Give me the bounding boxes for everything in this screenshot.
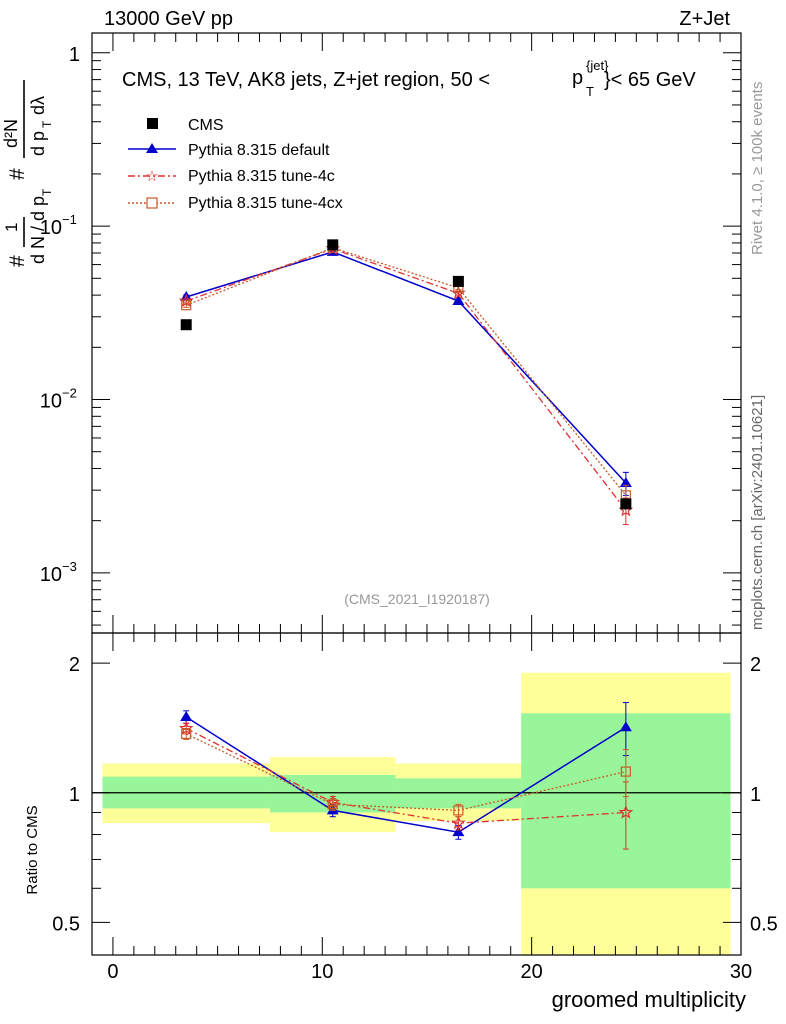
chart-title-sub: T (586, 84, 594, 99)
ratio-point-tune4cx (453, 805, 464, 816)
analysis-tag: (CMS_2021_I1920187) (344, 591, 490, 607)
upper-point-cms (452, 275, 464, 287)
upper-line-tune4c (185, 248, 627, 511)
chart-title-main: CMS, 13 TeV, AK8 jets, Z+jet region, 50 … (122, 69, 490, 91)
header-right: Z+Jet (679, 8, 730, 30)
ratio-y-tick-label-right: 2 (750, 654, 761, 676)
legend-marker-tune4c: ☆ (145, 168, 158, 185)
svg-text:d N / d p: d N / d p (28, 196, 48, 264)
upper-point-cms (620, 498, 632, 510)
legend: CMS Pythia 8.315 default ☆ Pythia 8.315 … (128, 117, 343, 212)
legend-marker-tune4cx (146, 197, 158, 209)
y-tick-label: 1 (69, 44, 80, 66)
upper-panel: 110−110−210−3 (40, 32, 742, 634)
x-tick-label: 0 (107, 961, 118, 983)
upper-point-cms (327, 239, 339, 251)
y-tick-label: 10 (40, 217, 62, 239)
ratio-line-tune4cx (185, 733, 627, 812)
ratio-point-tune4cx (327, 799, 338, 810)
upper-point-default (619, 476, 632, 487)
svg-text:T: T (40, 188, 54, 196)
ratio-y-tick-label-right: 1 (750, 784, 761, 806)
x-tick-label: 20 (521, 961, 543, 983)
x-tick-label: 30 (730, 961, 752, 983)
mcplots-label: mcplots.cern.ch [arXiv:2401.10621] (749, 395, 766, 630)
chart-title-sup: {jet} (586, 58, 609, 73)
legend-label-tune4c: Pythia 8.315 tune-4c (188, 168, 335, 185)
ratio-frame (91, 632, 742, 956)
upper-point-default (452, 294, 465, 305)
ratio-line-tune4c (185, 727, 626, 824)
svg-text:#: # (6, 168, 29, 180)
y-tick-label-exponent: −3 (62, 559, 77, 574)
ratio-y-tick-label: 1 (69, 784, 80, 806)
ratio-y-axis-label: Ratio to CMS (24, 805, 41, 894)
band-inner-2 (395, 778, 522, 809)
ratio-point-tune4c (451, 815, 466, 830)
ratio-y-tick-label: 2 (69, 654, 80, 676)
ratio-point-tune4cx (620, 766, 631, 777)
x-tick-label: 10 (311, 961, 333, 983)
upper-line-default (185, 251, 627, 484)
header-left: 13000 GeV pp (104, 8, 233, 30)
y-tick-label: 10 (40, 391, 62, 413)
ratio-point-default (619, 721, 632, 732)
ratio-point-tune4c (618, 804, 634, 819)
y-tick-label-exponent: −1 (62, 212, 77, 227)
upper-y-axis-label: # 1 d N / d p T # d²N d p T dλ (1, 80, 54, 267)
legend-marker-cms (147, 118, 158, 129)
upper-point-tune4cx (181, 300, 192, 311)
ratio-panel: 0 10 20 30 0.5 0.5 1 1 2 2 (52, 632, 778, 983)
chart-title-tail: }< 65 GeV (604, 69, 696, 91)
ratio-y-tick-label-right: 0.5 (750, 913, 778, 935)
upper-line-tune4cx (185, 247, 627, 496)
ratio-point-default (452, 826, 465, 837)
svg-text:#: # (6, 255, 29, 267)
y-tick-label-exponent: −2 (62, 386, 77, 401)
rivet-label: Rivet 4.1.0, ≥ 100k events (749, 82, 766, 255)
chart-title: CMS, 13 TeV, AK8 jets, Z+jet region, 50 … (122, 58, 696, 99)
ratio-line-default (185, 716, 627, 833)
ratio-point-tune4cx (181, 728, 192, 740)
svg-text:d²N: d²N (1, 119, 21, 148)
chart-title-pt: p (572, 67, 583, 89)
x-axis-label: groomed multiplicity (552, 987, 746, 1012)
legend-label-tune4cx: Pythia 8.315 tune-4cx (188, 195, 343, 212)
legend-label-default: Pythia 8.315 default (188, 142, 330, 159)
legend-label-cms: CMS (188, 117, 224, 134)
ratio-y-tick-label: 0.5 (52, 913, 80, 935)
svg-text:dλ: dλ (28, 96, 48, 115)
legend-marker-default (146, 143, 158, 153)
svg-text:T: T (40, 120, 54, 128)
svg-text:1: 1 (2, 223, 21, 232)
upper-point-cms (180, 319, 192, 331)
y-tick-label: 10 (40, 564, 62, 586)
ratio-point-default (180, 710, 193, 721)
svg-text:d p: d p (28, 131, 48, 156)
